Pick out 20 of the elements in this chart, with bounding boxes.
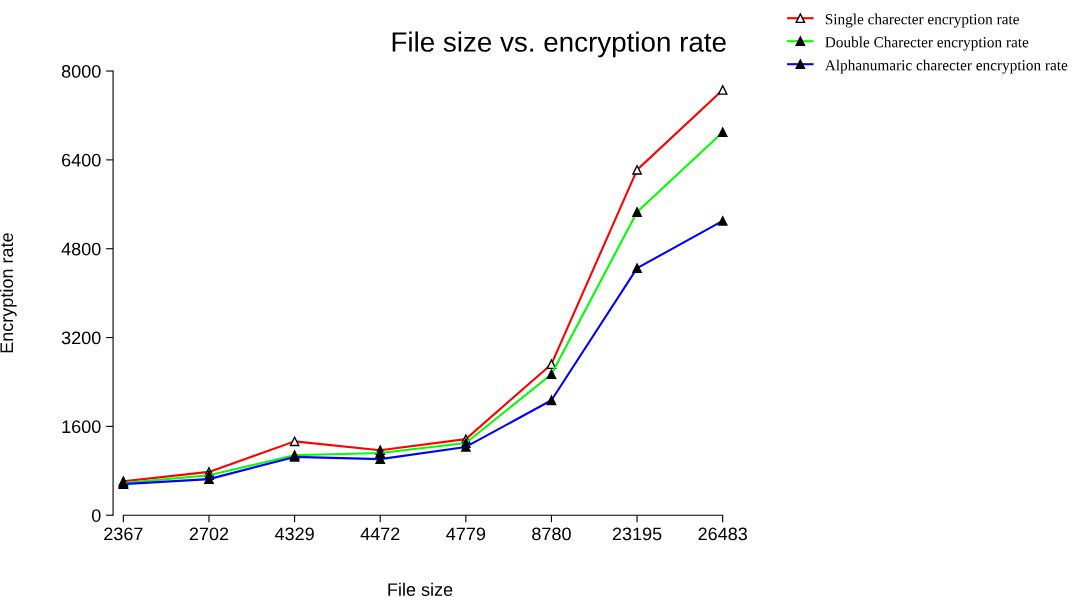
x-axis-title: File size — [388, 582, 453, 596]
x-tick-label: 2702 — [189, 527, 229, 541]
x-tick-label: 4329 — [274, 527, 314, 541]
y-tick-label: 4800 — [61, 242, 101, 256]
legend-label: Single charecter encryption rate — [825, 13, 1019, 28]
x-tick-label: 23195 — [612, 527, 662, 541]
x-tick-label: 26483 — [698, 527, 748, 541]
y-tick-label: 6400 — [62, 153, 101, 167]
x-tick-label: 4779 — [446, 527, 486, 541]
x-tick-label: 8780 — [532, 527, 571, 541]
legend-label: Alphanumaric charecter encryption rate — [824, 59, 1068, 74]
x-tick-label: 2367 — [104, 527, 143, 541]
chart-title: File size vs. encryption rate — [392, 31, 726, 58]
y-axis-title: Encryption rate — [0, 233, 17, 353]
y-tick-label: 1600 — [62, 420, 101, 434]
y-tick-label: 8000 — [61, 64, 101, 78]
y-tick-label: 3200 — [61, 331, 101, 345]
legend-label: Double Charecter encryption rate — [825, 36, 1029, 51]
x-tick-label: 4472 — [360, 527, 400, 541]
y-tick-label: 0 — [91, 509, 101, 522]
